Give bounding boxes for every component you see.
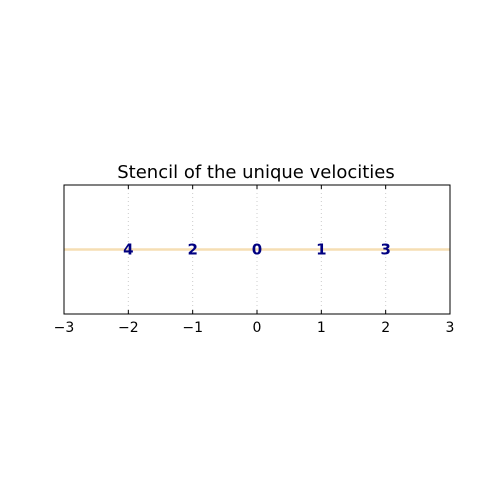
velocity-label-0: 4 (123, 241, 133, 259)
x-tick-label-4: 1 (317, 320, 326, 336)
x-tick-label-3: 0 (253, 320, 262, 336)
x-tick-label-0: −3 (54, 320, 75, 336)
x-tick-label-2: −1 (182, 320, 203, 336)
x-tick-label-1: −2 (118, 320, 139, 336)
velocity-label-2: 0 (252, 241, 262, 259)
velocity-labels: 4 2 0 1 3 (123, 241, 391, 259)
x-tick-label-5: 2 (381, 320, 390, 336)
velocity-label-1: 2 (187, 241, 197, 259)
x-tick-label-6: 3 (446, 320, 455, 336)
x-axis-ticks: −3 −2 −1 0 1 2 3 (54, 185, 455, 336)
chart-title: Stencil of the unique velocities (117, 162, 395, 183)
velocity-label-4: 3 (380, 241, 390, 259)
velocity-label-3: 1 (316, 241, 326, 259)
